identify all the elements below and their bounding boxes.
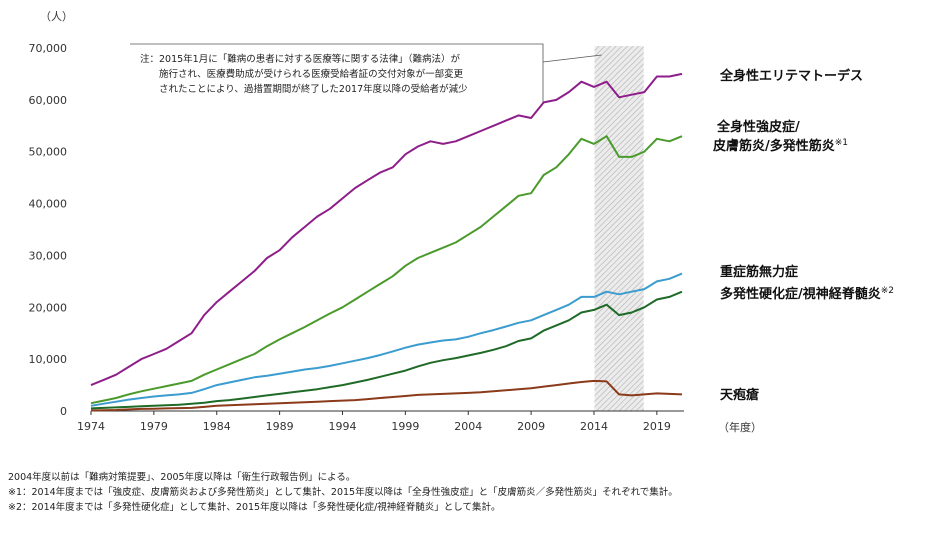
- series-label-3: 重症筋無力症: [720, 264, 798, 280]
- y-axis-unit: （人）: [40, 10, 73, 23]
- series-lines: [90, 72, 683, 412]
- series-label-4: 多発性硬化症/視神経脊髄炎※2: [720, 286, 894, 302]
- y-tick-label: 0: [60, 405, 67, 418]
- shaded-period-rect: [594, 46, 644, 411]
- footnotes: 2004年度以前は「難病対策提要」、2005年度以降は「衛生行政報告例」による。…: [8, 470, 933, 515]
- x-tick-label: 1984: [203, 420, 231, 433]
- footnote-2: ※2：2014年度までは「多発性硬化症」として集計、2015年度以降は「多発性硬…: [8, 502, 501, 513]
- series-line-4: [90, 290, 683, 410]
- x-axis-unit: （年度）: [718, 420, 762, 434]
- y-tick-label: 20,000: [29, 301, 68, 314]
- x-tick-label: 1974: [77, 420, 105, 433]
- annotation-line: されたことにより、過措置期間が終了した2017年度以降の受給者が減少: [140, 83, 468, 95]
- annotation-bracket: [130, 43, 544, 102]
- series-line-5: [90, 379, 683, 412]
- series-label-2: 全身性強皮症/: [716, 119, 800, 135]
- x-tick-label: 2014: [580, 420, 608, 433]
- axes: （人） （年度）: [40, 10, 762, 434]
- x-tick-label: 1979: [140, 420, 168, 433]
- footnote-source: 2004年度以前は「難病対策提要」、2005年度以降は「衛生行政報告例」による。: [8, 472, 356, 483]
- series-label-1: 全身性エリテマトーデス: [719, 68, 863, 84]
- x-tick-label: 2019: [643, 420, 671, 433]
- y-tick-label: 30,000: [29, 249, 68, 262]
- series-label-2: 皮膚筋炎/多発性筋炎※1: [712, 138, 848, 154]
- annotation-line: 注：2015年1月に「難病の患者に対する医療等に関する法律」（難病法）が: [140, 53, 460, 65]
- y-tick-label: 50,000: [29, 146, 68, 159]
- annotation: 注：2015年1月に「難病の患者に対する医療等に関する法律」（難病法）が 施行さ…: [130, 43, 602, 102]
- annotation-pointer: [542, 54, 602, 63]
- y-tick-label: 40,000: [29, 198, 68, 211]
- series-line-1: [90, 72, 683, 387]
- x-tick-label: 1994: [328, 420, 356, 433]
- line-chart: （人） （年度） 0 10,000 20,000 30,000 40,000 50,000…: [29, 10, 895, 434]
- series-note-marker: ※2: [881, 286, 894, 296]
- footnote-1: ※1：2014年度までは「強皮症、皮膚筋炎および多発性筋炎」として集計、2015…: [8, 487, 678, 498]
- series-note-marker: ※1: [835, 138, 848, 148]
- tick-labels: 0 10,000 20,000 30,000 40,000 50,000 60,000 70,…: [29, 42, 671, 433]
- x-tick-label: 2004: [454, 420, 482, 433]
- y-tick-label: 60,000: [29, 94, 68, 107]
- transition-period-shade: [594, 46, 644, 411]
- series-line-3: [90, 272, 683, 407]
- series-line-2: [90, 135, 683, 405]
- series-label-5: 天疱瘡: [720, 387, 760, 403]
- x-tick-label: 1999: [391, 420, 419, 433]
- y-tick-label: 10,000: [29, 353, 68, 366]
- annotation-line: 施行され、医療費助成が受けられる医療受給者証の交付対象が一部変更: [140, 68, 464, 80]
- y-tick-label: 70,000: [29, 42, 68, 55]
- x-tick-label: 2009: [517, 420, 545, 433]
- x-tick-label: 1989: [266, 420, 294, 433]
